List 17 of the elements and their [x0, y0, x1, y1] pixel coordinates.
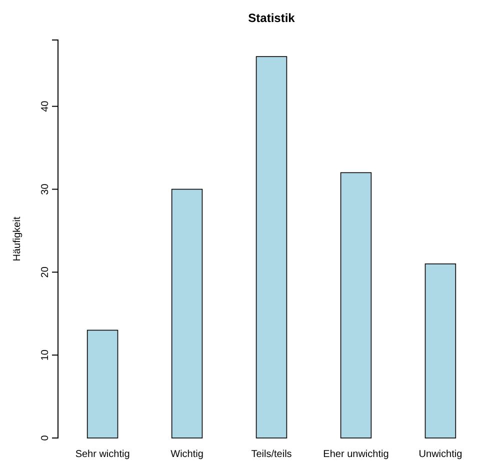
bar [340, 172, 372, 438]
x-tick-label: Wichtig [170, 449, 204, 460]
chart-title: Statistik [248, 11, 296, 25]
bar [86, 330, 118, 438]
x-tick-label: Unwichtig [418, 449, 462, 460]
bar [171, 188, 203, 438]
bar [424, 263, 456, 438]
bar [256, 56, 288, 438]
y-tick-label: 20 [40, 266, 51, 278]
y-tick-label: 10 [40, 349, 51, 361]
y-tick-label: 0 [40, 434, 51, 441]
y-tick-label: 30 [40, 183, 51, 195]
x-tick-label: Teils/teils [251, 449, 292, 460]
x-tick-label: Eher unwichtig [323, 449, 389, 460]
x-tick-label: Sehr wichtig [75, 449, 130, 460]
y-axis-title: Häufigkeit [12, 216, 23, 262]
y-tick-label: 40 [40, 100, 51, 112]
